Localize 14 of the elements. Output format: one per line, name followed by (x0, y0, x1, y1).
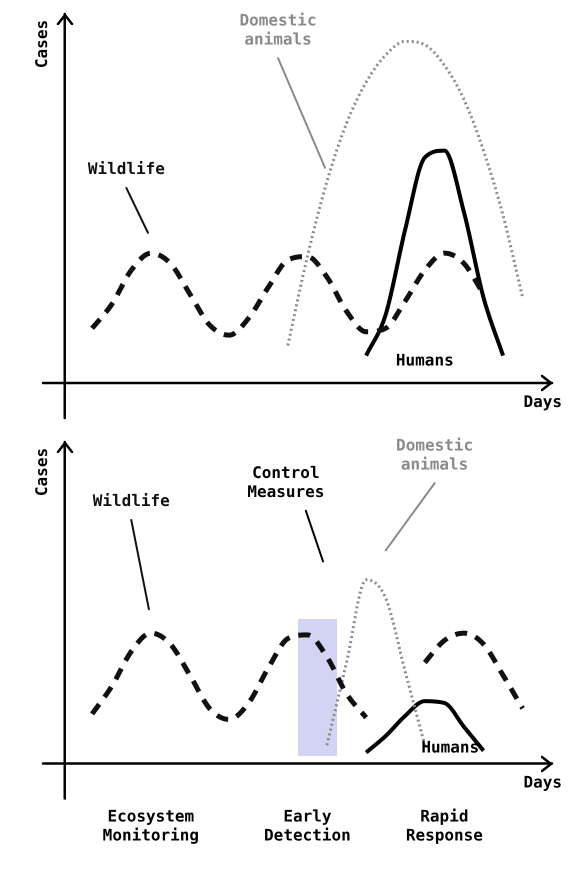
x-axis-title: Days (523, 392, 562, 412)
text: Domestic animals (396, 435, 474, 474)
series-label: Humans (396, 350, 454, 370)
x-axis-title: Days (523, 772, 562, 792)
x-tick-label: Ecosystem Monitoring (102, 806, 200, 845)
text: Control Measures (247, 462, 324, 501)
x-tick-label: Early Detection (264, 806, 351, 845)
text: Wildlife (92, 491, 170, 510)
text: Wildlife (88, 159, 165, 178)
series-label: Humans (421, 737, 480, 756)
text: Domestic animals (240, 10, 317, 48)
x-tick-label: Rapid Response (406, 806, 483, 845)
y-axis-title: Cases (32, 448, 51, 496)
y-axis-title: Cases (32, 20, 51, 68)
